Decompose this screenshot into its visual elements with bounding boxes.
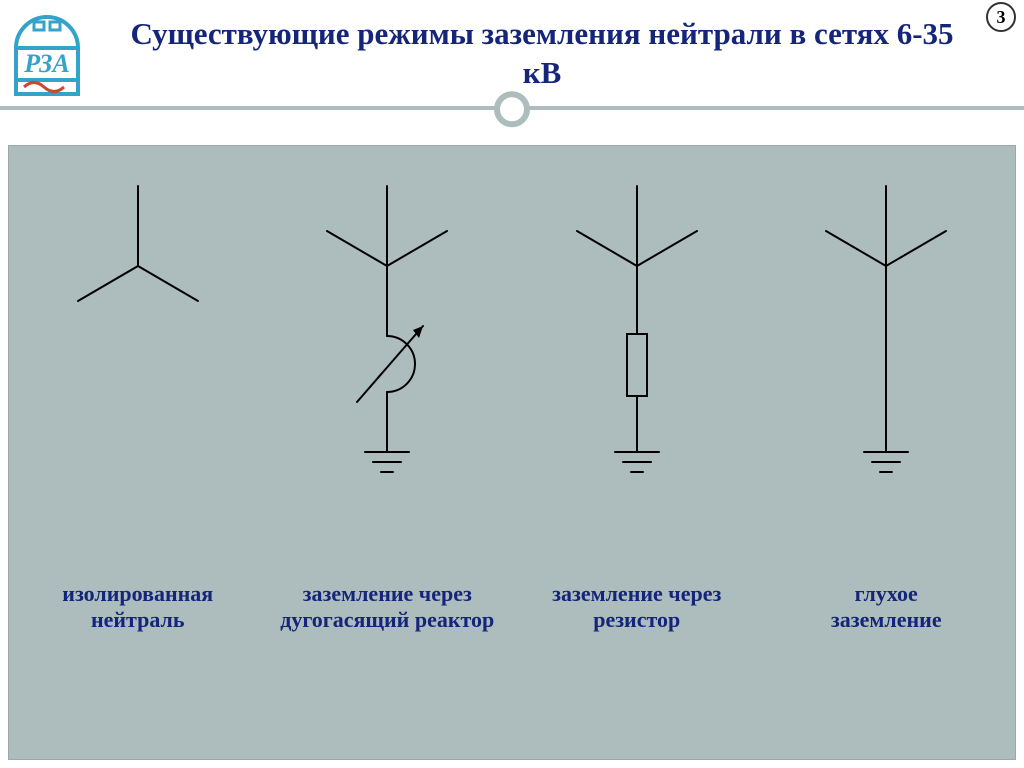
header-divider-ornament: [494, 91, 530, 127]
caption-arc-reactor: заземление через дугогасящий реактор: [272, 581, 502, 634]
svg-text:РЗА: РЗА: [23, 49, 70, 78]
schematic-solid: [762, 176, 1012, 536]
page-title: Существующие режимы заземления нейтрали …: [120, 15, 964, 93]
page-number-badge: 3: [986, 2, 1016, 32]
diagram-resistor: заземление через резистор: [512, 176, 762, 759]
logo-rza: РЗА: [8, 8, 86, 100]
caption-isolated: изолированная нейтраль: [54, 581, 221, 634]
diagram-arc-reactor: заземление через дугогасящий реактор: [263, 176, 513, 759]
content-panel: изолированная нейтраль: [8, 145, 1016, 760]
page-number: 3: [997, 7, 1006, 28]
schematic-isolated: [13, 176, 263, 536]
schematic-resistor: [512, 176, 762, 536]
caption-solid: глухое заземление: [823, 581, 950, 634]
caption-resistor: заземление через резистор: [544, 581, 729, 634]
diagram-isolated: изолированная нейтраль: [13, 176, 263, 759]
diagram-solid: глухое заземление: [762, 176, 1012, 759]
diagram-grid: изолированная нейтраль: [9, 146, 1015, 759]
schematic-arc-reactor: [263, 176, 513, 536]
